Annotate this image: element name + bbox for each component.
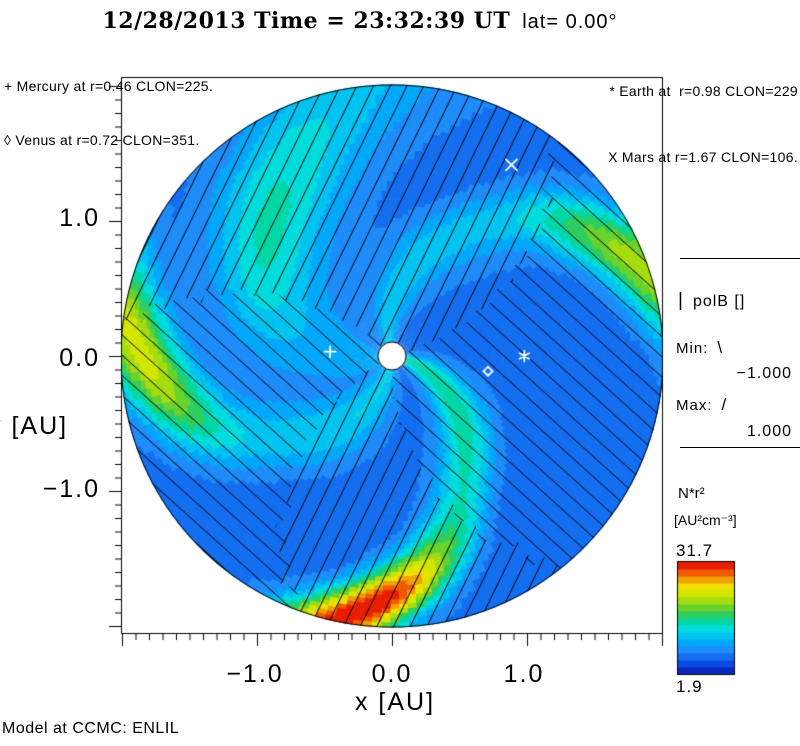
x-tick-label-neg1: −1.0 [226, 660, 284, 688]
polb-divider-top [680, 258, 800, 259]
legend-left: + Mercury at r=0.46 CLON=225. ◊ Venus at… [4, 41, 213, 185]
positive-polarity-hatch-icon: / [721, 395, 728, 414]
y-axis-label: y [AU] [0, 412, 69, 440]
colorbar-max-value: 31.7 [676, 541, 714, 560]
model-credit-label: Model at CCMC: ENLIL [2, 720, 180, 737]
plot-title: 12/28/2013 Time = 23:32:39 UT lat= 0.00° [0, 8, 720, 34]
negative-polarity-hatch-icon: \ [717, 338, 724, 357]
polb-min-row: Min: \ [676, 338, 723, 358]
title-datetime: 12/28/2013 Time = 23:32:39 UT [102, 8, 511, 34]
y-tick-label-1: 1.0 [59, 204, 100, 232]
colorbar-units-label: [AU²cm⁻³] [674, 512, 737, 528]
polb-min-value: −1.000 [736, 365, 792, 382]
x-tick-label-0: 0.0 [371, 660, 413, 688]
polb-max-row: Max: / [676, 395, 727, 415]
x-tick-label-1: 1.0 [503, 660, 545, 688]
polb-max-value: 1.000 [746, 423, 792, 440]
colorbar-min-value: 1.9 [676, 677, 703, 696]
legend-venus: ◊ Venus at r=0.72 CLON=351. [4, 132, 200, 148]
legend-right: * Earth at r=0.98 CLON=229 X Mars at r=1… [608, 36, 798, 212]
legend-mars: X Mars at r=1.67 CLON=106. [608, 149, 798, 165]
polb-min-label: Min: [676, 340, 709, 357]
x-axis-label: x [AU] [354, 688, 436, 716]
polb-title-text: polB [] [692, 293, 746, 310]
polb-panel-title: | polB [] [678, 290, 745, 312]
title-latitude: lat= 0.00° [522, 11, 618, 33]
colorbar-quantity-label: N*r² [678, 485, 705, 502]
legend-earth: * Earth at r=0.98 CLON=229 [609, 83, 798, 99]
legend-mercury: + Mercury at r=0.46 CLON=225. [4, 78, 214, 94]
hatch-sample-bar-icon: | [678, 290, 684, 311]
y-tick-label-neg1: −1.0 [42, 475, 100, 503]
polb-divider-bottom [680, 447, 800, 448]
y-tick-label-0: 0.0 [59, 344, 100, 372]
polb-max-label: Max: [676, 397, 713, 414]
